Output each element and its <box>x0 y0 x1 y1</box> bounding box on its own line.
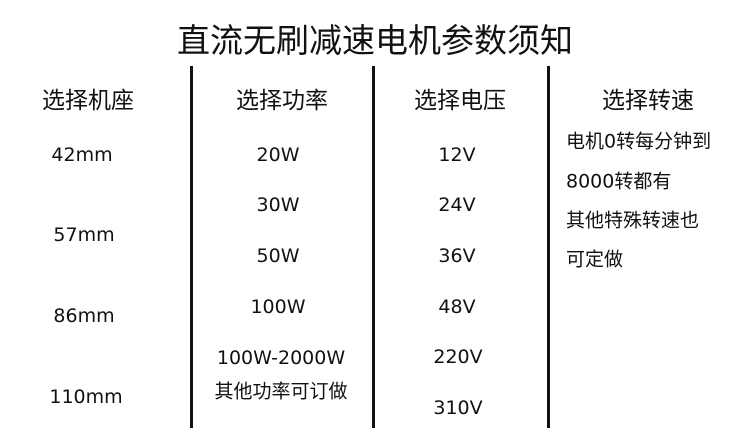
frame-size-option: 42mm <box>51 144 113 166</box>
speed-note-line: 其他特殊转速也 <box>566 209 700 232</box>
voltage-option: 220V <box>433 346 483 368</box>
speed-note-line: 8000转都有 <box>566 170 672 193</box>
voltage-option: 310V <box>433 397 483 419</box>
power-option: 100W-2000W <box>216 347 346 369</box>
frame-size-option: 86mm <box>53 305 115 327</box>
header-power: 选择功率 <box>236 88 328 114</box>
header-speed: 选择转速 <box>602 88 694 114</box>
column-divider <box>372 66 375 428</box>
header-frame-size: 选择机座 <box>42 88 134 114</box>
power-option: 30W <box>256 194 300 216</box>
power-option: 20W <box>256 144 300 166</box>
power-option: 50W <box>256 245 300 267</box>
speed-note-line: 可定做 <box>566 248 624 271</box>
column-divider <box>190 66 193 428</box>
voltage-option: 24V <box>438 194 476 216</box>
speed-note-line: 电机0转每分钟到 <box>566 130 712 153</box>
voltage-option: 48V <box>438 296 476 318</box>
voltage-option: 12V <box>438 144 476 166</box>
column-divider <box>547 66 550 428</box>
header-voltage: 选择电压 <box>414 88 506 114</box>
voltage-option: 36V <box>438 245 476 267</box>
power-custom-note: 其他功率可订做 <box>214 380 348 403</box>
page-title: 直流无刷减速电机参数须知 <box>177 21 573 60</box>
frame-size-option: 110mm <box>49 386 123 408</box>
power-option: 100W <box>250 296 306 318</box>
frame-size-option: 57mm <box>53 224 115 246</box>
